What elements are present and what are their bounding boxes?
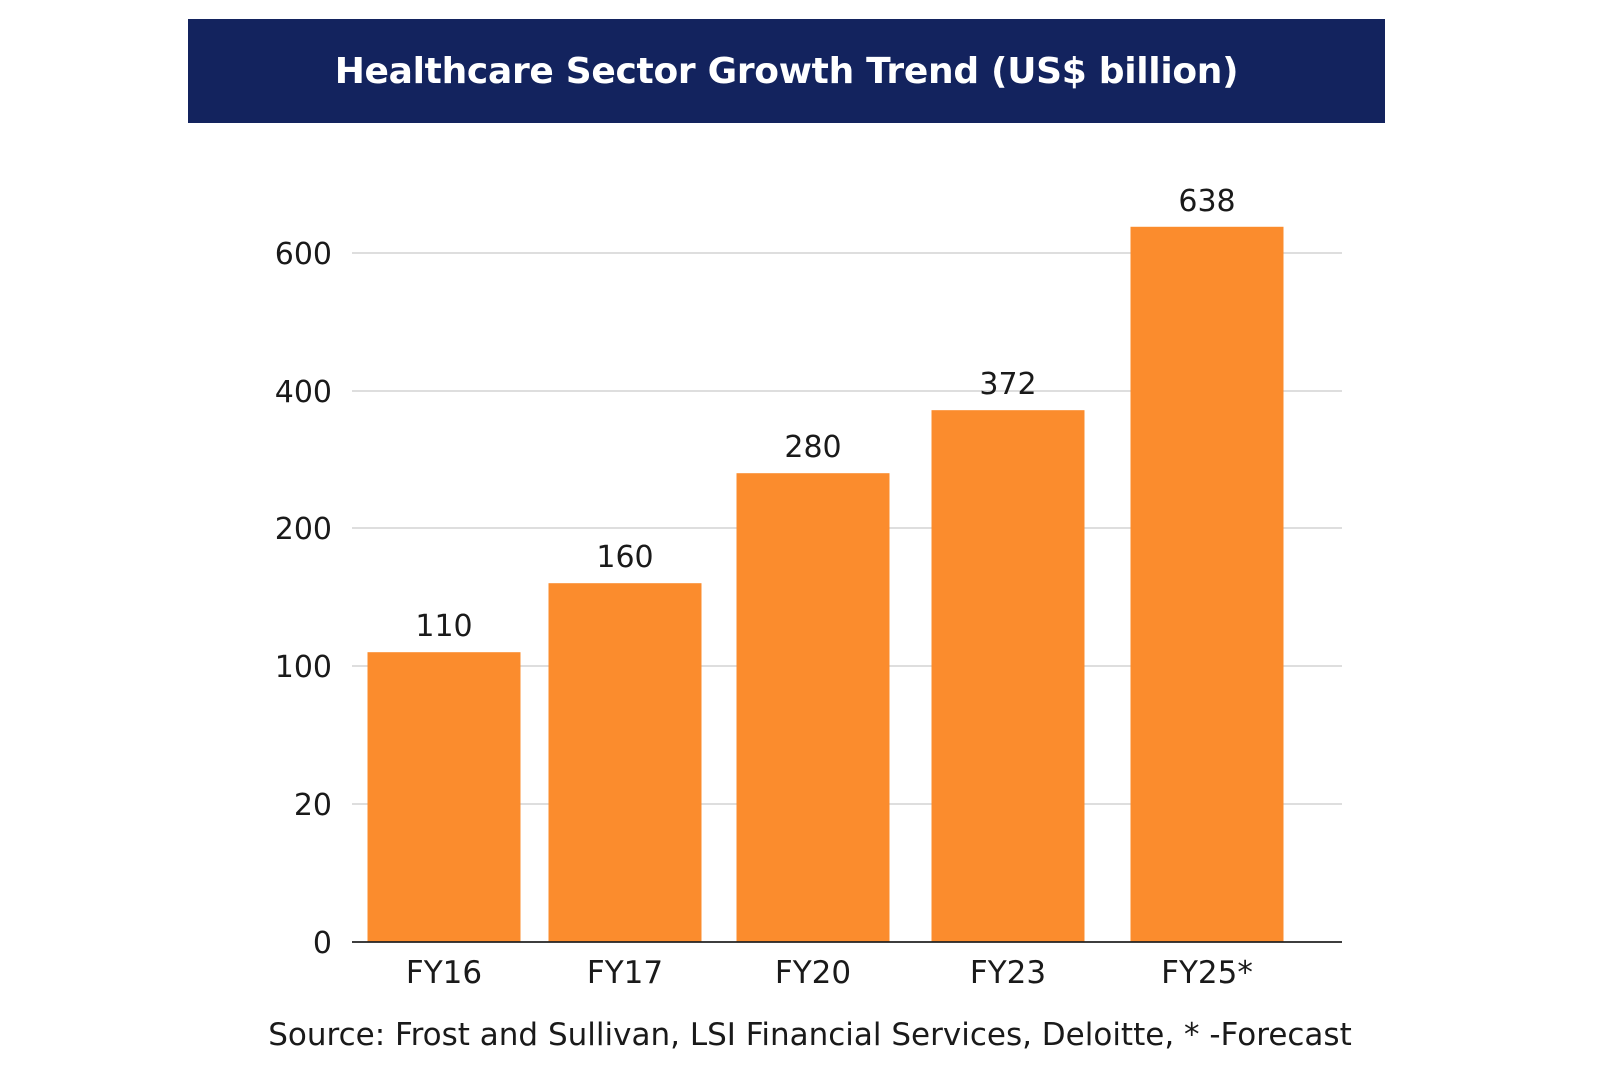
y-tick-label: 20 [294,788,332,823]
x-tick-label: FY23 [970,955,1046,991]
chart-title-banner: Healthcare Sector Growth Trend (US$ bill… [188,19,1385,123]
bar-fy20 [736,473,890,942]
y-tick-label: 200 [275,512,332,547]
data-label: 638 [1178,184,1235,219]
bar-fy23 [931,410,1085,942]
data-label: 160 [596,540,653,575]
data-label: 110 [415,609,472,644]
source-note: Source: Frost and Sullivan, LSI Financia… [268,1017,1352,1053]
y-tick-label: 100 [275,650,332,685]
y-tick-label: 0 [313,926,332,961]
x-tick-label: FY25* [1161,955,1253,991]
bar-fy17 [548,583,702,942]
x-tick-label: FY16 [406,955,482,991]
x-tick-label: FY20 [775,955,851,991]
data-label: 372 [979,367,1036,402]
bar-fy25 [1130,226,1284,942]
chart-title: Healthcare Sector Growth Trend (US$ bill… [334,50,1239,92]
y-tick-label: 600 [275,237,332,272]
x-tick-label: FY17 [587,955,663,991]
data-label: 280 [784,430,841,465]
bar-fy16 [367,652,521,942]
y-tick-label: 400 [275,375,332,410]
